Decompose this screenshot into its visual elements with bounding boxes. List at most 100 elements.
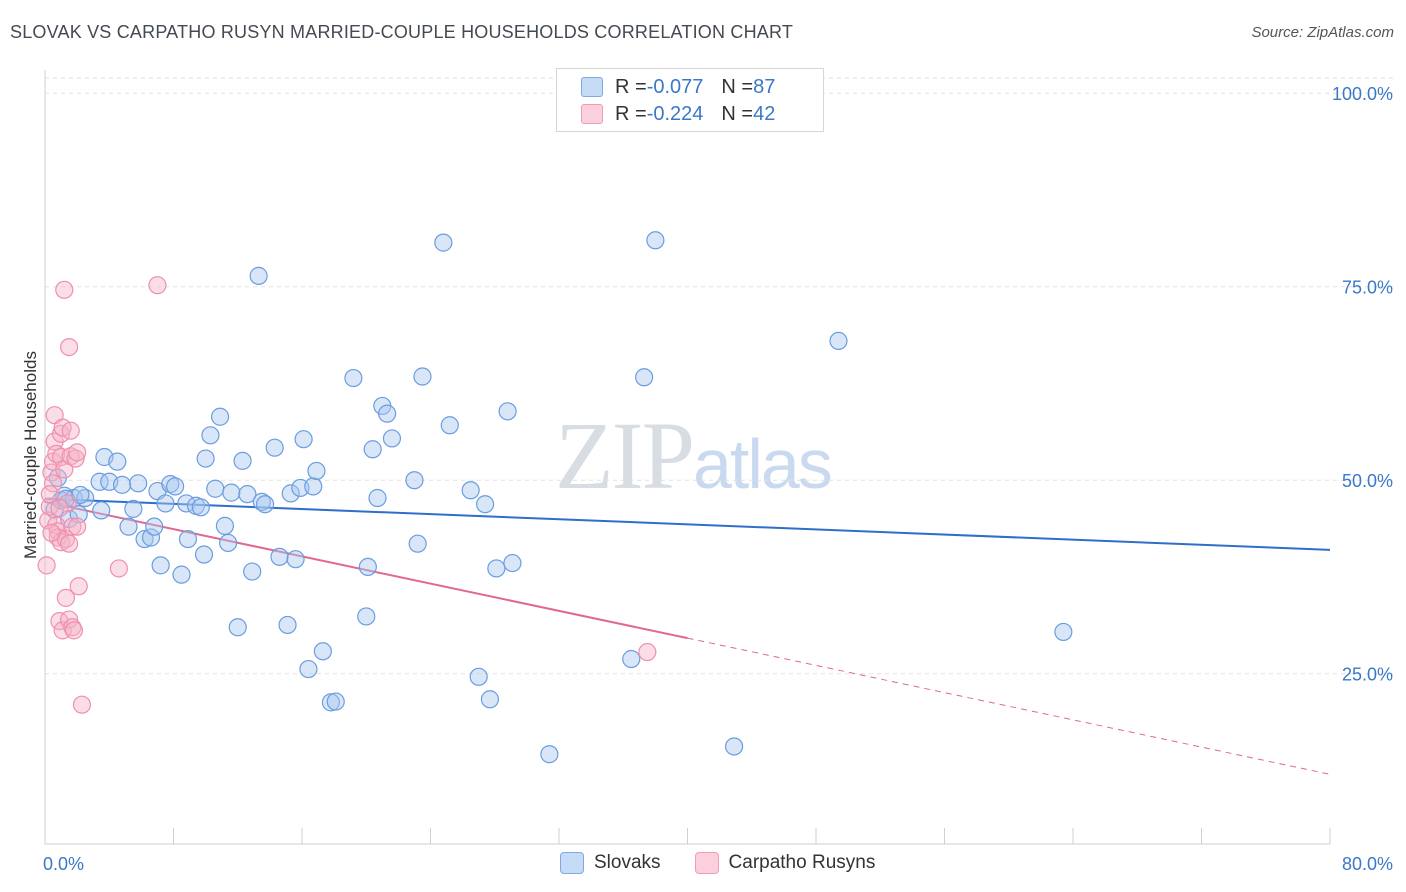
rusyns-point (59, 534, 79, 553)
slovaks-point (108, 452, 127, 471)
slovaks-point (382, 429, 402, 448)
rusyns-point (37, 556, 56, 575)
slovaks-point (233, 451, 252, 470)
y-tick-label: 100.0% (1332, 84, 1393, 104)
slovaks-point (286, 550, 305, 569)
slovaks-point (119, 517, 138, 536)
data-points (37, 231, 1073, 764)
legend-n-label: N = (721, 102, 754, 125)
slovaks-trend-line (44, 497, 1331, 551)
slovaks-point (172, 565, 191, 584)
slovaks-point (219, 533, 238, 553)
slovaks-point (405, 471, 424, 490)
slovaks-point (368, 488, 387, 508)
slovaks-point (112, 475, 132, 494)
slovaks-point (278, 615, 297, 635)
slovaks-point (270, 547, 289, 566)
legend-r-label: R = (615, 102, 647, 125)
slovaks-point (201, 426, 220, 445)
slovaks-point (243, 562, 262, 581)
slovaks-point (196, 449, 215, 468)
slovaks-point (281, 484, 300, 503)
slovaks-swatch (581, 77, 603, 97)
rusyns-point (56, 588, 75, 607)
legend-label-rusyns: Carpatho Rusyns (728, 852, 876, 873)
slovaks-swatch (560, 852, 584, 874)
slovaks-point (363, 440, 382, 459)
rusyns-point (69, 577, 88, 596)
rusyns-point (66, 449, 85, 468)
slovaks-point (90, 472, 109, 491)
slovaks-point (313, 642, 332, 661)
y-tick-label: 75.0% (1342, 278, 1393, 298)
legend-r-value: -0.077 (646, 75, 704, 98)
rusyns-point (63, 618, 82, 637)
slovaks-point (206, 479, 225, 498)
slovaks-point (358, 557, 377, 577)
slovaks-point (194, 545, 214, 564)
series-legend: Slovaks Carpatho Rusyns (560, 852, 909, 874)
rusyns-trend-extension (687, 637, 1331, 775)
rusyns-point (40, 485, 59, 504)
rusyns-point (64, 621, 84, 640)
slovaks-point (135, 529, 154, 549)
slovaks-point (92, 501, 111, 520)
slovaks-point (294, 430, 313, 449)
slovaks-point (71, 485, 90, 505)
slovaks-point (487, 559, 506, 578)
rusyns-swatch (694, 852, 719, 874)
y-tick-label: 25.0% (1342, 665, 1393, 685)
slovaks-point (265, 438, 284, 457)
slovaks-point (129, 474, 148, 493)
legend-n-value: 87 (753, 75, 776, 98)
slovaks-point (646, 231, 665, 250)
slovaks-point (255, 495, 275, 514)
slovaks-point (178, 529, 198, 549)
slovaks-point (141, 528, 161, 547)
y-axis-title: Married-couple Households (21, 351, 40, 559)
legend-r-label: R = (615, 75, 647, 98)
rusyns-point (68, 517, 87, 536)
slovaks-point (408, 534, 427, 553)
slovaks-point (461, 481, 480, 500)
slovaks-point (76, 488, 95, 508)
rusyns-point (42, 523, 61, 542)
source-label: Source: ZipAtlas.com (1251, 24, 1394, 41)
slovaks-point (434, 233, 453, 252)
slovaks-point (151, 556, 170, 575)
slovaks-point (413, 367, 432, 386)
rusyns-trend-line (44, 500, 688, 640)
legend-label-slovaks: Slovaks (594, 852, 661, 873)
trend-lines (44, 497, 1331, 775)
slovaks-point (321, 693, 341, 712)
rusyns-point (148, 276, 167, 295)
legend-item-slovaks[interactable]: Slovaks (560, 852, 661, 874)
zipatlas-watermark: ZIPatlas (555, 400, 833, 511)
legend-item-rusyns[interactable]: Carpatho Rusyns (694, 852, 876, 874)
y-tick-label: 50.0% (1342, 471, 1393, 491)
slovaks-point (307, 461, 326, 481)
rusyns-point (109, 559, 128, 578)
legend-row-slovaks: R = -0.077 N = 87 (581, 74, 775, 100)
slovaks-point (724, 737, 744, 756)
chart-title: SLOVAK VS CARPATHO RUSYN MARRIED-COUPLE … (10, 22, 794, 42)
x-tick-label: 80.0% (1342, 854, 1393, 874)
rusyns-point (61, 421, 80, 440)
rusyns-point (638, 642, 657, 662)
rusyns-point (51, 424, 71, 443)
rusyns-point (55, 280, 74, 299)
x-tick-label: 0.0% (43, 854, 84, 874)
slovaks-point (378, 404, 397, 423)
rusyns-point (50, 498, 69, 518)
correlation-legend: R = -0.077 N = 87 R = -0.224 N = 42 (556, 68, 824, 132)
slovaks-point (357, 607, 376, 626)
slovaks-point (124, 499, 143, 518)
rusyns-point (68, 443, 87, 462)
watermark-zip: ZIP (555, 402, 695, 509)
slovaks-point (469, 667, 488, 686)
slovaks-point (161, 474, 180, 494)
slovaks-point (304, 477, 323, 496)
slovaks-point (191, 498, 210, 517)
rusyns-point (63, 517, 82, 536)
